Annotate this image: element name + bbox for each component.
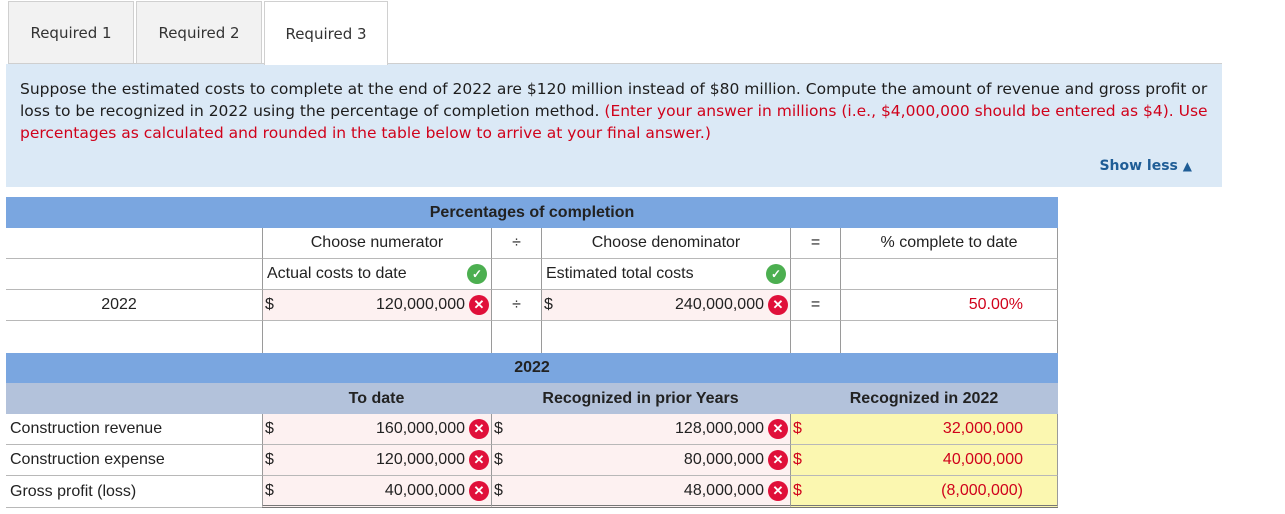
incorrect-x-icon: ✕ [768,480,788,501]
numerator-value: 120,000,000 [376,296,465,313]
tab-bar-divider [8,63,1222,64]
prior-years-input[interactable]: $ 48,000,000 ✕ [491,476,790,508]
dollar-sign: $ [793,420,802,437]
instructions-panel: Suppose the estimated costs to complete … [6,64,1222,187]
numerator-choice: Actual costs to date [267,265,407,282]
to-date-input[interactable]: $ 160,000,000 ✕ [262,414,491,445]
blank-cell [262,321,491,353]
triangle-up-icon: ▲ [1182,159,1192,173]
tab-required-2[interactable]: Required 2 [136,1,262,63]
percent-table-title: Percentages of completion [6,197,1058,228]
denominator-header: Choose denominator [541,228,790,259]
instructions-text: Suppose the estimated costs to complete … [20,78,1208,144]
correct-check-icon: ✓ [467,264,487,284]
year-header: 2022 [6,353,1058,383]
blank-cell [491,321,541,353]
show-less-label: Show less [1099,158,1178,174]
instructions-note: (Enter your answer in millions (i.e., $4… [20,102,1208,142]
current-year-amount: 32,000,000 [942,420,1023,437]
dollar-sign: $ [494,451,503,468]
correct-check-icon: ✓ [766,264,786,284]
numerator-input[interactable]: $ 120,000,000 ✕ [262,290,491,321]
incorrect-x-icon: ✕ [469,419,489,439]
tab-required-3[interactable]: Required 3 [264,1,388,65]
prior-years-header: Recognized in prior Years [491,383,790,414]
subheader-blank [6,383,262,414]
row-label: Gross profit (loss) [6,476,262,508]
numerator-header: Choose numerator [262,228,491,259]
blank-cell [790,321,840,353]
equals-sign-row: = [790,290,840,321]
dollar-sign: $ [494,420,503,437]
current-year-amount: 40,000,000 [942,451,1023,468]
dollar-sign: $ [544,296,553,313]
prior-years-input[interactable]: $ 80,000,000 ✕ [491,445,790,476]
divide-sign: ÷ [491,228,541,259]
blank-cell [232,290,262,321]
divide-sign-row: ÷ [491,290,541,321]
dollar-sign: $ [494,481,503,499]
revenue-recognition-table: 2022 To date Recognized in prior Years R… [6,353,1058,508]
dollar-sign: $ [265,296,274,313]
dollar-sign: $ [793,481,802,499]
to-date-value: 160,000,000 [376,420,465,437]
prior-years-value: 128,000,000 [675,420,764,437]
result-header: % complete to date [840,228,1058,259]
blank-cell [541,321,790,353]
to-date-input[interactable]: $ 120,000,000 ✕ [262,445,491,476]
to-date-value: 40,000,000 [384,481,465,499]
dollar-sign: $ [265,481,274,499]
equals-sign: = [790,228,840,259]
percent-complete-table: Percentages of completion Choose numerat… [6,197,1058,353]
row-label: Construction revenue [6,414,262,445]
blank-cell [840,259,1058,290]
blank-cell [790,259,840,290]
prior-years-input[interactable]: $ 128,000,000 ✕ [491,414,790,445]
current-year-value: $ 32,000,000 [790,414,1058,445]
to-date-header: To date [262,383,491,414]
blank-cell [840,321,1058,353]
question-text: Suppose the estimated costs to complete … [20,80,1208,120]
dollar-sign: $ [265,420,274,437]
current-year-value: $ (8,000,000) [790,476,1058,508]
denominator-choice: Estimated total costs [546,265,694,282]
prior-years-value: 80,000,000 [683,451,764,468]
incorrect-x-icon: ✕ [768,295,788,315]
denominator-input[interactable]: $ 240,000,000 ✕ [541,290,790,321]
row-year-label: 2022 [6,290,232,321]
show-less-toggle[interactable]: Show less ▲ [1099,158,1192,174]
current-year-amount: (8,000,000) [941,481,1023,499]
current-year-header: Recognized in 2022 [790,383,1058,414]
numerator-select[interactable]: Actual costs to date ✓ [262,259,491,290]
to-date-value: 120,000,000 [376,451,465,468]
incorrect-x-icon: ✕ [768,450,788,470]
denominator-select[interactable]: Estimated total costs ✓ [541,259,790,290]
tab-required-1[interactable]: Required 1 [8,1,134,63]
row-label-blank [6,228,262,259]
incorrect-x-icon: ✕ [768,419,788,439]
incorrect-x-icon: ✕ [469,295,489,315]
blank-cell [491,259,541,290]
row-label-blank-2 [6,259,262,290]
prior-years-value: 48,000,000 [683,481,764,499]
incorrect-x-icon: ✕ [469,450,489,470]
incorrect-x-icon: ✕ [469,480,489,501]
to-date-input[interactable]: $ 40,000,000 ✕ [262,476,491,508]
current-year-value: $ 40,000,000 [790,445,1058,476]
dollar-sign: $ [793,451,802,468]
tab-bar: Required 1 Required 2 Required 3 [8,0,1222,65]
denominator-value: 240,000,000 [675,296,764,313]
blank-cell [6,321,262,353]
percent-complete-result: 50.00% [840,290,1058,321]
dollar-sign: $ [265,451,274,468]
row-label: Construction expense [6,445,262,476]
